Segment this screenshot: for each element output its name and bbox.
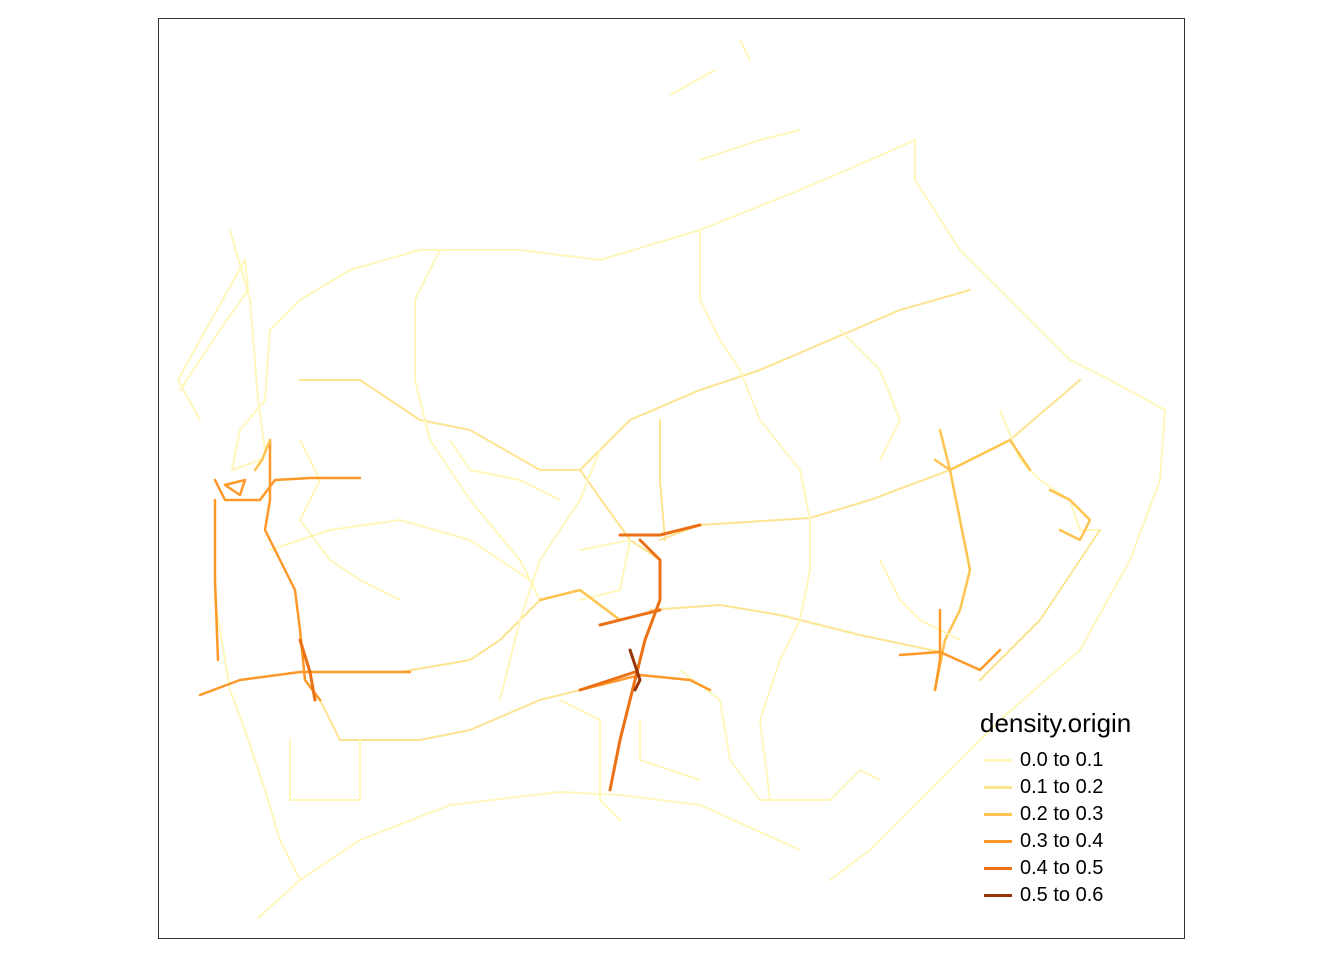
- road-segment: [177, 259, 249, 421]
- road-segment: [739, 39, 751, 61]
- legend-swatch: [984, 759, 1012, 762]
- road-segment: [699, 129, 801, 161]
- road-segment: [1048, 488, 1092, 542]
- legend-title: density.origin: [980, 708, 1132, 738]
- road-segment: [213, 476, 362, 502]
- road-segment: [213, 498, 220, 662]
- road-segment: [739, 369, 811, 801]
- legend-swatch: [984, 786, 1012, 789]
- road-segment: [559, 699, 621, 821]
- road-segment: [669, 69, 716, 96]
- road-segment: [628, 648, 642, 692]
- road-segment: [299, 439, 401, 601]
- legend-swatch: [984, 813, 1012, 816]
- road-segment: [579, 539, 631, 601]
- legend-label: 0.3 to 0.4: [1020, 830, 1104, 852]
- legend-swatch: [984, 867, 1012, 870]
- legend: density.origin 0.0 to 0.1 0.1 to 0.2 0.2 t…: [980, 708, 1131, 909]
- road-segment: [449, 439, 561, 501]
- road-segment: [879, 559, 961, 641]
- road-segment: [257, 791, 801, 919]
- road-segment: [253, 438, 272, 472]
- road-segment: [578, 673, 712, 692]
- legend-label: 0.4 to 0.5: [1020, 857, 1104, 879]
- road-segment: [999, 409, 1101, 531]
- road-segment: [198, 670, 302, 697]
- legend-item: 0.1 to 0.2: [980, 774, 1131, 801]
- road-segment: [309, 599, 541, 673]
- legend-item: 0.0 to 0.1: [980, 747, 1131, 774]
- road-segment: [659, 379, 1081, 541]
- legend-label: 0.5 to 0.6: [1020, 884, 1104, 906]
- legend-label: 0.0 to 0.1: [1020, 749, 1104, 771]
- road-segment: [538, 588, 622, 622]
- road-segment: [264, 139, 1166, 411]
- road-segment: [578, 670, 637, 692]
- legend-label: 0.2 to 0.3: [1020, 803, 1104, 825]
- road-segment: [608, 538, 662, 792]
- road-segment: [933, 438, 1032, 472]
- road-segment: [639, 719, 701, 781]
- road-segment: [618, 523, 702, 537]
- road-segment: [699, 229, 741, 371]
- legend-label: 0.1 to 0.2: [1020, 776, 1104, 798]
- road-segment: [829, 409, 1166, 881]
- map-frame: [158, 18, 1185, 939]
- legend-item: 0.5 to 0.6: [980, 882, 1131, 909]
- legend-item: 0.4 to 0.5: [980, 855, 1131, 882]
- road-segment: [289, 739, 361, 801]
- road-segment: [679, 669, 881, 801]
- legend-item: 0.2 to 0.3: [980, 801, 1131, 828]
- road-segment: [231, 399, 266, 471]
- road-segment: [499, 449, 601, 701]
- road-segment: [229, 229, 266, 451]
- road-segment: [223, 478, 247, 497]
- road-segment: [933, 608, 942, 692]
- road-segment: [319, 689, 581, 741]
- road-segment: [898, 648, 1002, 672]
- road-segment: [269, 519, 531, 581]
- legend-swatch: [984, 840, 1012, 843]
- road-segment: [298, 638, 317, 702]
- legend-swatch: [984, 894, 1012, 897]
- road-segment: [649, 604, 941, 653]
- road-segment: [598, 608, 662, 627]
- road-segment: [979, 529, 1101, 681]
- road-segment: [414, 249, 541, 601]
- road-segment: [214, 499, 301, 881]
- road-segment: [839, 329, 901, 461]
- road-segment: [299, 289, 971, 471]
- legend-item: 0.3 to 0.4: [980, 828, 1131, 855]
- road-segment: [659, 419, 666, 541]
